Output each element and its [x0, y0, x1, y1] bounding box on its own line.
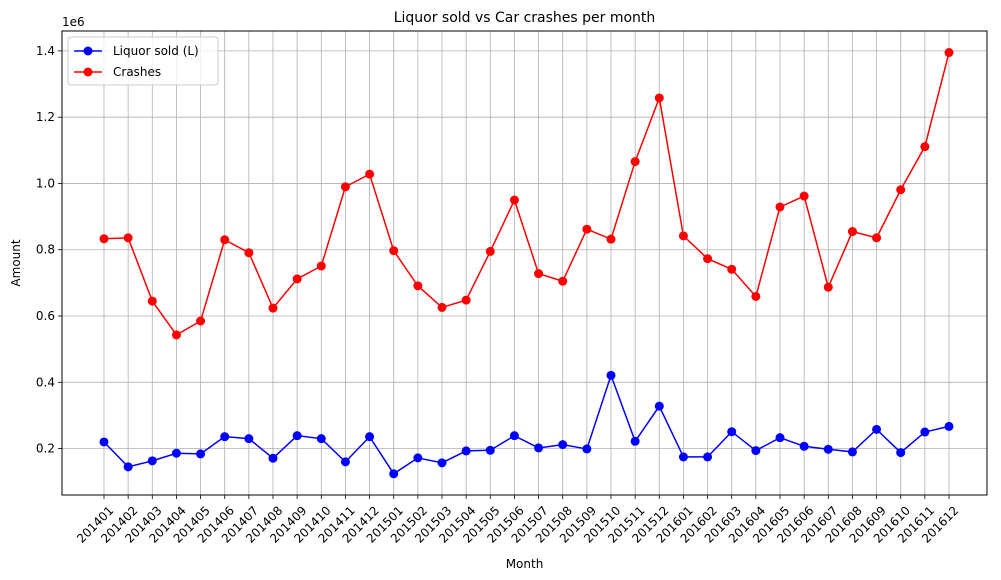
data-point-liquor: [485, 445, 495, 455]
legend-marker-liquor: [83, 46, 93, 56]
data-point-liquor: [413, 453, 423, 463]
y-tick-label: 0.8: [36, 243, 55, 257]
data-point-liquor: [340, 457, 350, 467]
data-point-liquor: [872, 424, 882, 434]
data-point-liquor: [678, 452, 688, 462]
data-point-crashes: [147, 296, 157, 306]
chart-title: Liquor sold vs Car crashes per month: [394, 10, 656, 26]
data-point-crashes: [727, 264, 737, 274]
data-point-crashes: [316, 261, 326, 271]
data-point-crashes: [630, 157, 640, 167]
legend-marker-crashes: [83, 67, 93, 77]
data-point-liquor: [582, 444, 592, 454]
data-point-liquor: [823, 444, 833, 454]
grid: [62, 31, 987, 495]
legend-item-liquor: Liquor sold (L): [74, 44, 199, 58]
y-axis-title: Amount: [9, 239, 23, 286]
legend-item-crashes: Crashes: [74, 65, 161, 79]
data-point-liquor: [244, 434, 254, 444]
data-point-crashes: [582, 224, 592, 234]
data-point-liquor: [196, 449, 206, 459]
x-axis-title: Month: [506, 557, 544, 571]
legend-label-crashes: Crashes: [113, 65, 161, 79]
y-tick-label: 0.6: [36, 309, 55, 323]
series-line-crashes: [103, 52, 950, 336]
data-point-crashes: [389, 246, 399, 256]
data-point-crashes: [558, 276, 568, 286]
legend: Liquor sold (L) Crashes: [67, 36, 219, 86]
data-point-liquor: [654, 401, 664, 411]
y-tick-label: 0.4: [36, 375, 55, 389]
y-tick-label: 1.0: [36, 176, 55, 190]
data-point-crashes: [799, 191, 809, 201]
data-point-crashes: [944, 48, 954, 58]
data-point-crashes: [340, 182, 350, 192]
data-point-crashes: [268, 303, 278, 313]
data-point-crashes: [654, 93, 664, 103]
data-point-crashes: [485, 246, 495, 256]
y-tick-label: 0.2: [36, 442, 55, 456]
data-point-liquor: [461, 446, 471, 456]
data-point-crashes: [461, 295, 471, 305]
data-point-liquor: [123, 462, 133, 472]
y-tick-label: 1.4: [36, 44, 55, 58]
data-point-liquor: [896, 448, 906, 458]
data-point-crashes: [703, 254, 713, 264]
y-axis-ticks: 0.2 0.4 0.6 0.8 1.0 1.2 1.4: [36, 44, 62, 456]
data-point-liquor: [389, 469, 399, 479]
y-axis-offset-label: 1e6: [62, 15, 85, 29]
data-point-crashes: [896, 185, 906, 195]
data-point-liquor: [534, 443, 544, 453]
data-point-liquor: [268, 453, 278, 463]
data-point-crashes: [534, 269, 544, 279]
data-point-crashes: [413, 281, 423, 291]
data-point-liquor: [920, 427, 930, 437]
data-point-crashes: [872, 233, 882, 243]
data-point-liquor: [630, 436, 640, 446]
data-point-liquor: [220, 432, 230, 442]
data-point-liquor: [703, 452, 713, 462]
data-point-liquor: [316, 434, 326, 444]
data-point-crashes: [292, 274, 302, 284]
data-point-crashes: [365, 169, 375, 179]
data-point-crashes: [920, 142, 930, 152]
plot-area-frame: [61, 30, 988, 496]
data-point-liquor: [509, 431, 519, 441]
series-layer: [99, 48, 954, 479]
data-point-liquor: [292, 431, 302, 441]
data-point-liquor: [99, 437, 109, 447]
data-point-liquor: [606, 370, 616, 380]
data-point-crashes: [823, 282, 833, 292]
data-point-crashes: [775, 202, 785, 212]
data-point-liquor: [147, 456, 157, 466]
y-tick-label: 1.2: [36, 110, 55, 124]
data-point-crashes: [244, 248, 254, 258]
data-point-liquor: [558, 440, 568, 450]
data-point-crashes: [99, 234, 109, 244]
data-point-liquor: [944, 421, 954, 431]
data-point-crashes: [678, 231, 688, 241]
series-line-liquor: [103, 373, 950, 475]
legend-box: [67, 36, 219, 86]
data-point-liquor: [171, 448, 181, 458]
data-point-liquor: [727, 427, 737, 437]
data-point-crashes: [847, 227, 857, 237]
data-point-crashes: [751, 291, 761, 301]
data-point-liquor: [847, 447, 857, 457]
legend-label-liquor: Liquor sold (L): [113, 44, 199, 58]
data-point-liquor: [775, 433, 785, 443]
data-point-crashes: [509, 195, 519, 205]
data-point-liquor: [751, 446, 761, 456]
data-point-liquor: [437, 458, 447, 468]
data-point-liquor: [365, 432, 375, 442]
data-point-crashes: [606, 234, 616, 244]
data-point-crashes: [171, 330, 181, 340]
data-point-crashes: [437, 302, 447, 312]
data-point-crashes: [196, 316, 206, 326]
x-axis-ticks: 2014012014022014032014042014052014062014…: [74, 495, 961, 546]
data-point-crashes: [123, 233, 133, 243]
data-point-crashes: [220, 235, 230, 245]
data-point-liquor: [799, 441, 809, 451]
